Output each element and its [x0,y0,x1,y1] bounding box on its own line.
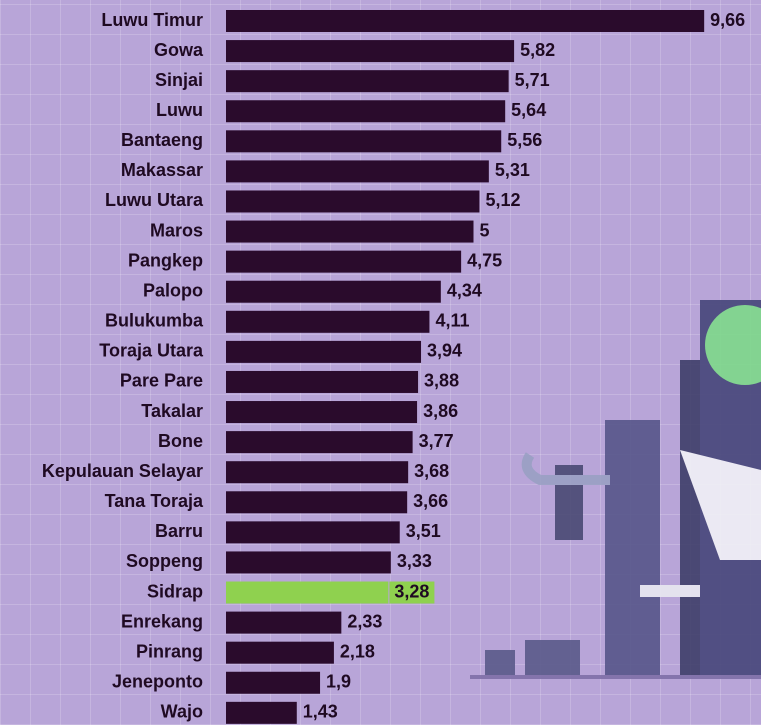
value-label: 3,77 [419,431,454,451]
bar [226,100,505,122]
category-label: Pinrang [136,641,203,661]
bar [226,130,501,152]
value-label: 2,33 [347,611,382,631]
value-label: 5,31 [495,160,530,180]
value-label: 5,64 [511,100,546,120]
category-label: Bantaeng [121,130,203,150]
bar [226,461,408,483]
bar [226,491,407,513]
bar [226,10,704,32]
category-label: Maros [150,220,203,240]
category-label: Luwu Timur [101,10,203,30]
bar [226,371,418,393]
category-label: Wajo [161,702,203,722]
bar [226,190,479,212]
value-label: 3,66 [413,491,448,511]
value-label: 3,86 [423,401,458,421]
category-label: Bone [158,431,203,451]
value-label: 2,18 [340,641,375,661]
category-label: Pangkep [128,250,203,270]
category-label: Toraja Utara [99,341,204,361]
value-label: 3,68 [414,461,449,481]
category-label: Bulukumba [105,311,204,331]
value-label: 5,56 [507,130,542,150]
category-label: Gowa [154,40,204,60]
value-label: 5,12 [485,190,520,210]
category-label: Palopo [143,280,203,300]
value-label: 3,28 [394,581,429,601]
category-label: Enrekang [121,611,203,631]
category-label: Barru [155,521,203,541]
bar [226,431,413,453]
bar [226,551,391,573]
value-label: 3,88 [424,371,459,391]
category-label: Jeneponto [112,672,203,692]
bar [226,40,514,62]
bar [226,672,320,694]
illustration [470,300,761,679]
value-label: 5,82 [520,40,555,60]
category-label: Pare Pare [120,371,203,391]
category-label: Luwu [156,100,203,120]
value-label: 3,33 [397,551,432,571]
bar [226,702,297,724]
value-label: 1,9 [326,672,351,692]
category-label: Tana Toraja [105,491,204,511]
category-label: Sidrap [147,581,203,601]
bar [226,70,509,92]
page: Luwu Timur 9,66 Gowa 5,82 Sinjai 5,71 Luwu 5,64… [0,0,761,725]
category-label: Sinjai [155,70,203,90]
category-label: Makassar [121,160,203,180]
value-label: 3,94 [427,341,462,361]
bar [226,160,489,182]
value-label: 9,66 [710,10,745,30]
value-label: 4,75 [467,250,502,270]
value-label: 5 [480,220,490,240]
bar [226,401,417,423]
value-label: 5,71 [515,70,550,90]
value-label: 1,43 [303,702,338,722]
bar [226,341,421,363]
bar [226,612,341,634]
value-label: 4,34 [447,280,482,300]
bar [226,521,400,543]
bar [226,582,388,604]
category-label: Takalar [141,401,203,421]
chart: Luwu Timur 9,66 Gowa 5,82 Sinjai 5,71 Luwu 5,64… [0,0,761,725]
bar [226,642,334,664]
category-label: Kepulauan Selayar [42,461,203,481]
category-label: Soppeng [126,551,203,571]
bar [226,311,429,333]
bar [226,221,474,243]
bar [226,251,461,273]
category-label: Luwu Utara [105,190,204,210]
value-label: 3,51 [406,521,441,541]
bar [226,281,441,303]
value-label: 4,11 [435,311,469,331]
